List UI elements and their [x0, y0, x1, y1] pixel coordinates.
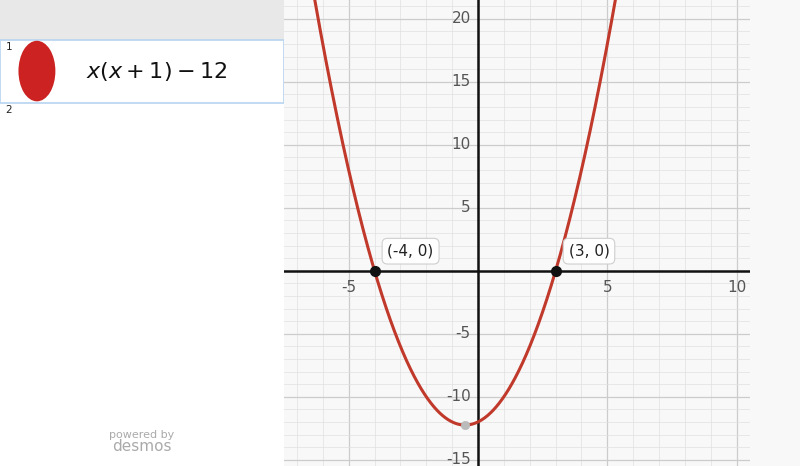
- Text: 10: 10: [451, 137, 470, 152]
- Circle shape: [18, 41, 55, 102]
- Text: 5: 5: [602, 280, 612, 295]
- Text: powered by: powered by: [110, 431, 174, 440]
- FancyBboxPatch shape: [0, 40, 284, 103]
- Text: -15: -15: [446, 452, 470, 466]
- Text: (-4, 0): (-4, 0): [387, 244, 434, 259]
- Text: -10: -10: [446, 389, 470, 404]
- Text: 2: 2: [6, 105, 12, 115]
- Text: $x(x+1)-12$: $x(x+1)-12$: [86, 60, 226, 82]
- Text: -5: -5: [341, 280, 356, 295]
- Text: 10: 10: [727, 280, 746, 295]
- Text: 15: 15: [451, 75, 470, 89]
- Text: 20: 20: [451, 11, 470, 27]
- Text: 1: 1: [6, 42, 12, 52]
- Text: 5: 5: [461, 200, 470, 215]
- Text: (3, 0): (3, 0): [569, 244, 610, 259]
- FancyBboxPatch shape: [0, 0, 284, 40]
- Text: desmos: desmos: [112, 439, 172, 454]
- Text: -5: -5: [456, 326, 470, 341]
